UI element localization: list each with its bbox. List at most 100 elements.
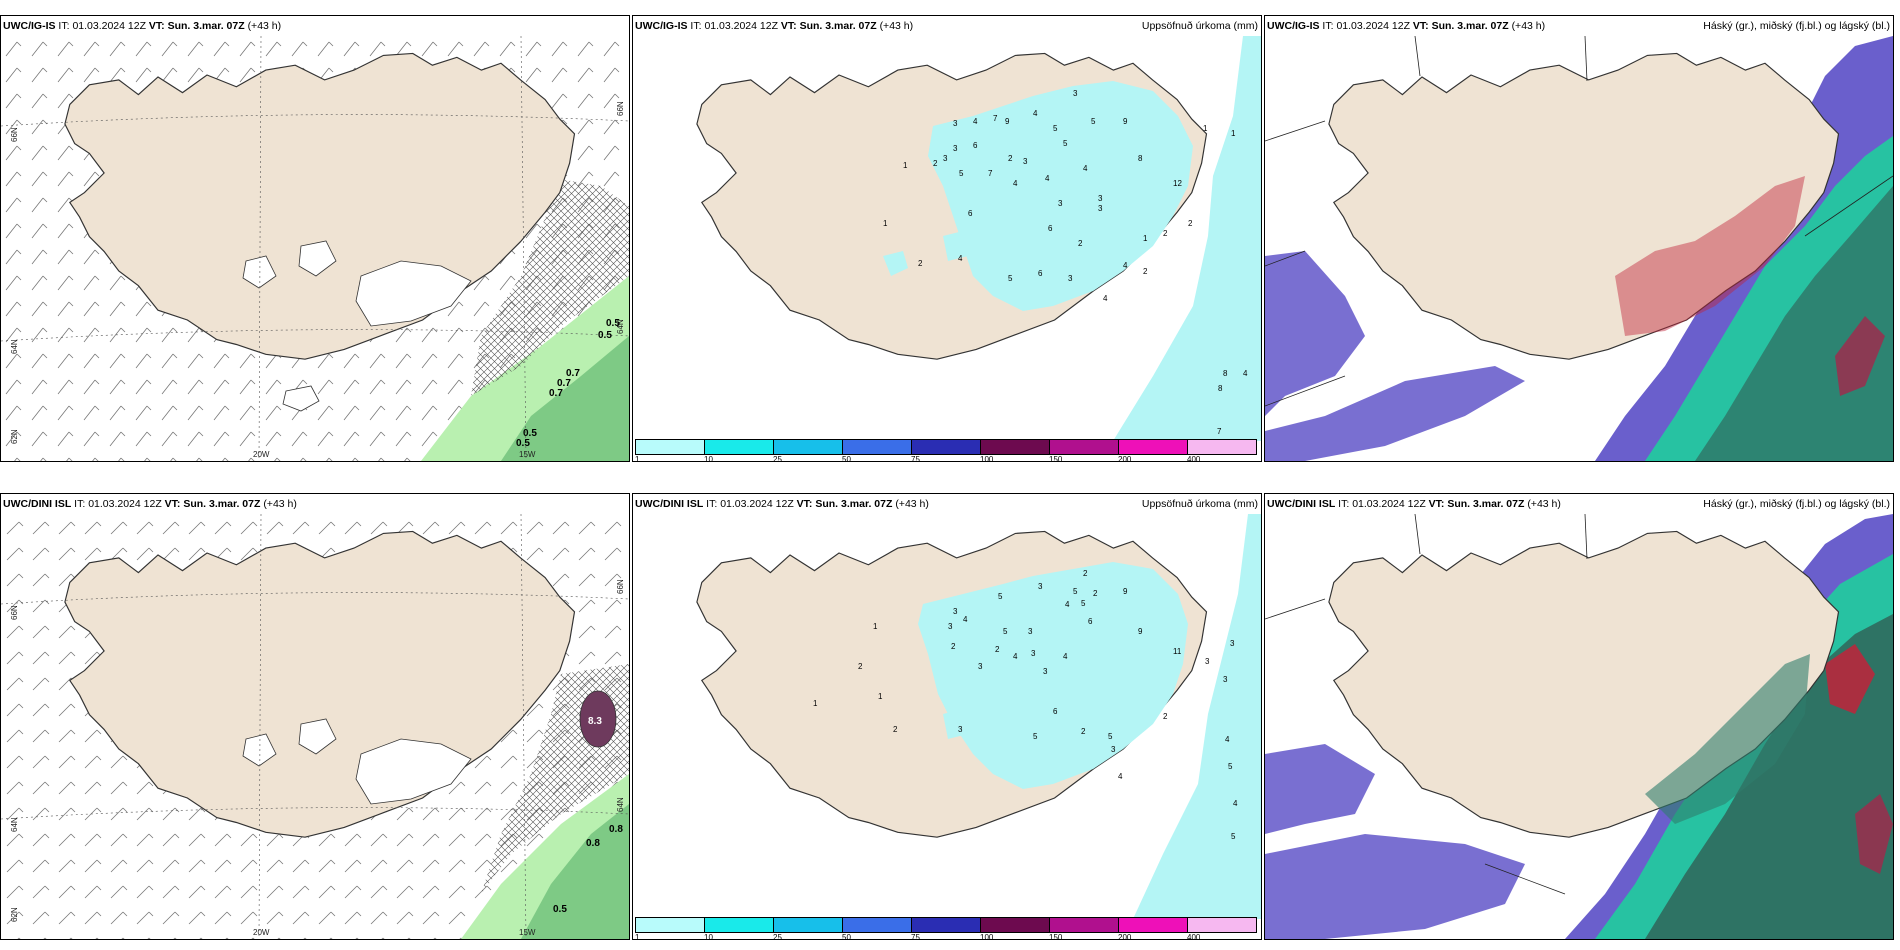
it-value: 01.03.2024 12Z: [720, 498, 794, 510]
vt-label: VT:: [1412, 20, 1429, 32]
gust-hatch: [471, 176, 629, 396]
precip-value: 4: [1065, 600, 1070, 609]
graticule: [1, 36, 629, 461]
precip-ocean-area: [1133, 514, 1261, 919]
precip-value: 5: [1008, 274, 1013, 283]
panel-header: UWC/IG-IS IT: 01.03.2024 12Z VT: Sun. 3.…: [1, 20, 629, 34]
colorbar-swatch: [912, 918, 981, 932]
colorbar-swatch: [981, 918, 1050, 932]
precip-value: 3: [1230, 639, 1235, 648]
model-name: UWC/IG-IS: [635, 20, 688, 32]
precip-value: 4: [1045, 174, 1050, 183]
wind-value: 0.7: [566, 368, 580, 379]
wind-map: 20W 15W 66N 64N 62N 66N 64N 8.3 0.8 0.8 …: [1, 514, 629, 939]
vt-value: Sun. 3.mar. 07Z: [1431, 20, 1509, 32]
colorbar-swatch: [774, 918, 843, 932]
precip-value: 3: [1205, 657, 1210, 666]
lead-time: (+43 h): [1527, 498, 1561, 510]
precip-value: 6: [1053, 707, 1058, 716]
model-name: UWC/DINI ISL: [1267, 498, 1336, 510]
colorbar-tick: 1: [635, 933, 640, 940]
colorbar-tick: 75: [911, 455, 920, 462]
model-name: UWC/IG-IS: [3, 20, 56, 32]
lat-label-62n: 62N: [10, 429, 19, 444]
precip-value: 1: [873, 622, 878, 631]
lon-label-20w: 20W: [253, 928, 270, 937]
colorbar-tick: 150: [1049, 455, 1063, 462]
lat-label-64n-right: 64N: [616, 797, 625, 812]
lat-label-64n-right: 64N: [616, 319, 625, 334]
it-label: IT:: [74, 498, 86, 510]
precip-value: 7: [988, 169, 993, 178]
precip-value: 4: [1243, 369, 1248, 378]
precip-value: 5: [1228, 762, 1233, 771]
precip-value: 2: [1143, 267, 1148, 276]
precip-numbers: 2 5 3 5 2 9 4 5 3 4 3 5 6 3 2 2 4 3 4 3 …: [813, 569, 1238, 841]
precip-value: 2: [951, 642, 956, 651]
panel-header: UWC/IG-IS IT: 01.03.2024 12Z VT: Sun. 3.…: [633, 20, 1261, 34]
precip-value: 3: [958, 725, 963, 734]
panel-header: UWC/DINI ISL IT: 01.03.2024 12Z VT: Sun.…: [1, 498, 629, 512]
precip-value: 1: [878, 692, 883, 701]
it-value: 01.03.2024 12Z: [1352, 498, 1426, 510]
cloud-high-west: [1265, 744, 1375, 834]
precip-value: 3: [1038, 582, 1043, 591]
colorbar-swatch: [705, 918, 774, 932]
wind-value: 0.5: [523, 428, 537, 439]
panel-header: UWC/DINI ISL IT: 01.03.2024 12Z VT: Sun.…: [633, 498, 1261, 512]
it-value: 01.03.2024 12Z: [1336, 20, 1410, 32]
precip-value: 3: [953, 119, 958, 128]
cloud-title: Háský (gr.), miðský (fj.bl.) og lágský (…: [1703, 498, 1890, 510]
precip-small-area: [883, 251, 908, 276]
lead-time: (+43 h): [895, 498, 929, 510]
precip-value: 5: [959, 169, 964, 178]
colorbar-tick: 25: [773, 933, 782, 940]
wind-value: 0.8: [586, 838, 600, 849]
wind-value: 8.3: [588, 716, 602, 727]
graticule: [1, 514, 629, 939]
colorbar-tick: 10: [704, 933, 713, 940]
cloud-title: Háský (gr.), miðský (fj.bl.) og lágský (…: [1703, 20, 1890, 32]
vt-value: Sun. 3.mar. 07Z: [167, 20, 245, 32]
glacier-hofsjokull: [242, 733, 277, 767]
wind-value: 0.7: [549, 388, 563, 399]
model-name: UWC/IG-IS: [1267, 20, 1320, 32]
panel-cloud-dini: UWC/DINI ISL IT: 01.03.2024 12Z VT: Sun.…: [1264, 493, 1894, 940]
colorbar-swatch: [636, 918, 705, 932]
colorbar-swatch: [1188, 440, 1256, 454]
precip-value: 3: [953, 144, 958, 153]
precip-value: 12: [1173, 179, 1182, 188]
colorbar-swatch: [912, 440, 981, 454]
lon-label-15w: 15W: [519, 450, 536, 459]
precip-value: 1: [813, 699, 818, 708]
lat-label-62n: 62N: [10, 907, 19, 922]
precip-title: Uppsöfnuð úrkoma (mm): [1141, 20, 1258, 32]
model-name: UWC/DINI ISL: [3, 498, 72, 510]
glacier-myrdalsjokull: [282, 385, 320, 412]
cloud-boundaries: [1265, 36, 1893, 407]
precip-value: 4: [1118, 772, 1123, 781]
colorbar-ticks: 1 10 25 50 75 100 150 200 400: [635, 933, 1257, 940]
colorbar-swatch: [1050, 918, 1119, 932]
precip-value: 2: [1083, 569, 1088, 578]
precip-value: 3: [943, 154, 948, 163]
precip-small-area: [943, 231, 968, 261]
lat-label-66n: 66N: [10, 605, 19, 620]
precip-land-area: [928, 81, 1193, 311]
colorbar-tick: 400: [1187, 455, 1201, 462]
precip-value: 5: [1081, 599, 1086, 608]
it-label: IT:: [58, 20, 70, 32]
precip-value: 2: [1078, 239, 1083, 248]
glacier-hofsjokull: [242, 255, 277, 289]
precip-numbers: 3 4 7 9 4 5 3 5 9 3 6 3 2 5 7 2 3 4 5 1 …: [883, 89, 1248, 436]
precip-value: 1: [1203, 124, 1208, 133]
it-value: 01.03.2024 12Z: [704, 20, 778, 32]
precip-value: 5: [1063, 139, 1068, 148]
colorbar-swatch: [981, 440, 1050, 454]
precip-value: 3: [948, 622, 953, 631]
it-value: 01.03.2024 12Z: [72, 20, 146, 32]
precip-value: 1: [1143, 234, 1148, 243]
wind-value: 0.5: [516, 438, 530, 449]
lat-label-64n: 64N: [10, 339, 19, 354]
precip-value: 3: [1098, 204, 1103, 213]
